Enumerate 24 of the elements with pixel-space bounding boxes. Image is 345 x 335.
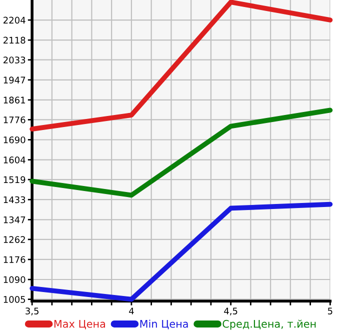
legend-label: Сред.Цена, т.йен <box>222 320 316 330</box>
y-tick-label: 1861 <box>4 96 25 104</box>
x-tick-label: 5 <box>328 308 332 314</box>
line-series <box>30 108 333 198</box>
y-tick-label: 1347 <box>4 216 26 224</box>
y-tick-label: 1176 <box>4 256 26 264</box>
y-tick-label: 1776 <box>4 116 26 124</box>
y-tick-label: 1262 <box>4 236 25 243</box>
y-tick-label: 1090 <box>4 276 26 284</box>
y-tick-label: 2204 <box>4 16 26 24</box>
y-tick-label: 1604 <box>4 156 26 164</box>
x-tick-label: 4,5 <box>224 308 238 316</box>
x-tick-label: 4 <box>129 308 134 314</box>
y-tick-label: 1690 <box>4 136 26 144</box>
y-tick-label: 2033 <box>4 56 26 64</box>
y-tick-label: 1947 <box>4 76 26 84</box>
y-tick-label: 1005 <box>4 296 26 303</box>
y-tick-label: 1433 <box>4 196 26 204</box>
y-tick-label: 1519 <box>4 176 26 184</box>
line-series <box>30 0 333 132</box>
x-tick-label: 3,5 <box>26 308 38 316</box>
legend-label: Max Цена <box>54 320 106 330</box>
legend-label: Min Цена <box>140 320 188 330</box>
y-tick-label: 2118 <box>4 36 26 44</box>
